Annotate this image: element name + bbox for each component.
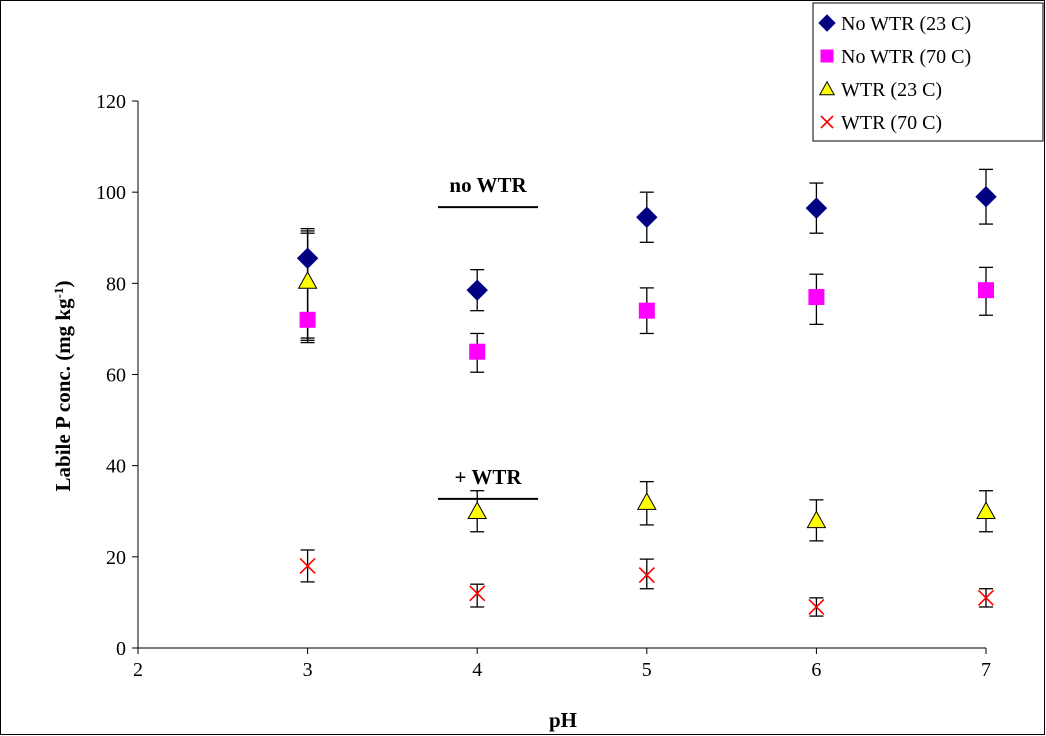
point-s2-4-shape	[976, 501, 996, 519]
point-s3-3-stroke-b	[808, 598, 825, 616]
point-s1-2	[638, 302, 655, 319]
x-tick-label-2: 2	[133, 659, 143, 681]
point-s3-1	[469, 585, 486, 602]
point-s3-0-stroke-b	[299, 557, 316, 575]
y-tick-label-60: 60	[106, 365, 126, 387]
legend-marker-2	[818, 80, 836, 96]
annotations: no WTR + WTR	[438, 173, 539, 500]
legend-marker-3-stroke-b	[820, 115, 834, 129]
point-s2-0-shape	[297, 271, 318, 289]
point-s1-3-shape	[808, 289, 825, 306]
x-tick-label-3: 3	[303, 659, 313, 681]
legend-marker-3	[820, 115, 834, 129]
y-tick-label-0: 0	[116, 638, 126, 660]
legend-label-1: No WTR (70 C)	[841, 46, 971, 68]
y-tick-label-80: 80	[106, 273, 126, 295]
legend-marker-2-shape	[818, 80, 836, 96]
annotation-label-1: + WTR	[455, 465, 523, 489]
x-axis-label: pH	[549, 708, 577, 732]
point-s2-3-shape	[806, 510, 827, 529]
point-s3-4-stroke-b	[977, 589, 995, 606]
point-s2-1	[467, 501, 488, 519]
legend-marker-0	[818, 14, 836, 32]
point-s3-0	[299, 557, 316, 575]
x-tick-label-4: 4	[472, 659, 482, 681]
legend-marker-1	[820, 49, 834, 63]
point-s3-2-stroke-b	[638, 567, 655, 584]
annotation-label-0: no WTR	[449, 173, 527, 197]
x-tick-label-7: 7	[981, 659, 991, 681]
point-s3-2	[638, 567, 655, 584]
point-s2-0	[297, 271, 318, 289]
y-tick-label-20: 20	[106, 547, 126, 569]
point-s3-3	[808, 598, 825, 616]
data-markers	[296, 186, 997, 616]
legend-label-0: No WTR (23 C)	[841, 13, 971, 35]
legend-label-3: WTR (70 C)	[841, 112, 942, 134]
point-s0-0-shape	[296, 247, 319, 269]
legend-box	[812, 2, 1044, 142]
point-s1-4-shape	[978, 282, 994, 299]
point-s0-3	[805, 197, 828, 219]
x-tick-label-5: 5	[642, 659, 652, 681]
point-s1-1	[469, 343, 486, 360]
point-s2-4	[976, 501, 996, 519]
y-axis-label: Labile P conc. (mg kg-1)	[51, 281, 76, 492]
point-s0-1	[466, 279, 488, 301]
point-s1-0-shape	[299, 311, 316, 328]
legend-marker-1-shape	[820, 49, 834, 63]
point-s2-3	[806, 510, 827, 529]
legend: No WTR (23 C) No WTR (70 C) WTR (23 C) WTR …	[812, 2, 1044, 142]
point-s1-2-shape	[638, 302, 655, 319]
point-s2-1-shape	[467, 501, 488, 519]
point-s0-0	[296, 247, 319, 269]
legend-label-2: WTR (23 C)	[841, 79, 942, 101]
point-s0-4	[975, 186, 997, 208]
point-s3-1-stroke-b	[469, 585, 486, 602]
point-s0-2	[636, 206, 658, 228]
point-s1-4	[978, 282, 994, 299]
point-s1-1-shape	[469, 343, 486, 360]
point-s2-2-shape	[636, 492, 657, 510]
point-s0-3-shape	[805, 197, 828, 219]
y-tick-label-120: 120	[96, 91, 126, 113]
legend-marker-0-shape	[818, 14, 836, 32]
point-s3-4	[977, 589, 995, 606]
y-tick-label-100: 100	[96, 182, 126, 204]
point-s0-1-shape	[466, 279, 488, 301]
x-tick-label-6: 6	[811, 659, 821, 681]
point-s1-0	[299, 311, 316, 328]
point-s2-2	[636, 492, 657, 510]
axes: 0 20 40 60 80 100 120 2 3 4 5 6 7	[96, 91, 991, 681]
point-s0-4-shape	[975, 186, 997, 208]
point-s1-3	[808, 289, 825, 306]
point-s0-2-shape	[636, 206, 658, 228]
y-tick-label-40: 40	[106, 456, 126, 478]
